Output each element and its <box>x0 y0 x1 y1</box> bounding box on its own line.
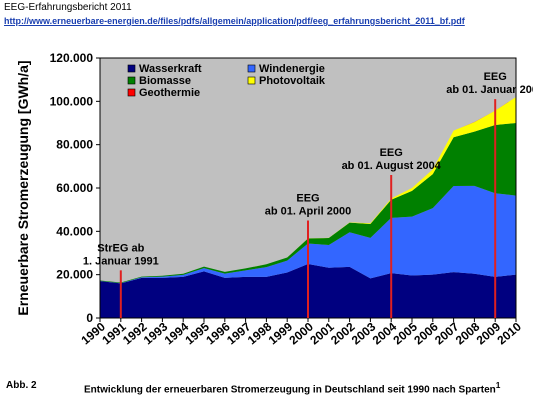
chart: 0 20.000 40.000 60.000 80.000 100.000 120.000 1… <box>15 51 533 347</box>
y-tick-label: 60.000 <box>56 181 93 195</box>
event-label: ab 01. August 2004 <box>342 160 442 172</box>
figure-caption: Entwicklung der erneuerbaren Stromerzeug… <box>84 380 524 395</box>
legend-swatch <box>127 88 136 97</box>
caption-text: Entwicklung der erneuerbaren Stromerzeug… <box>84 384 496 396</box>
y-tick-label: 100.000 <box>50 94 94 108</box>
event-label: 1. Januar 1991 <box>83 255 159 267</box>
event-label: EEG <box>296 193 319 205</box>
y-tick-label: 20.000 <box>56 268 93 282</box>
event-label: ab 01. Januar 2009 <box>446 84 533 96</box>
legend-swatch <box>127 64 136 73</box>
legend-label: Geothermie <box>139 87 200 99</box>
area <box>100 123 516 284</box>
figure-label: Abb. 2 <box>6 380 37 391</box>
y-tick-label: 80.000 <box>56 138 93 152</box>
event-label: EEG <box>484 71 507 83</box>
legend-label: Biomasse <box>139 75 191 87</box>
y-axis-title: Erneuerbare Stromerzeugung [GWh/a] <box>15 60 31 315</box>
doc-title: EEG-Erfahrungsbericht 2011 <box>4 2 132 13</box>
event-label: ab 01. April 2000 <box>265 206 351 218</box>
legend-label: Windenergie <box>259 63 325 75</box>
event-label: StrEG ab <box>97 242 144 254</box>
y-tick-label: 0 <box>86 311 93 325</box>
footnote-mark: 1 <box>495 380 501 390</box>
source-url[interactable]: http://www.erneuerbare-energien.de/files… <box>4 16 465 26</box>
legend-swatch <box>247 76 256 85</box>
area <box>100 185 516 284</box>
event-label: EEG <box>380 147 403 159</box>
y-tick-label: 120.000 <box>50 51 94 65</box>
legend-label: Wasserkraft <box>139 63 202 75</box>
x-tick-label: 2010 <box>494 319 524 347</box>
legend-label: Photovoltaik <box>259 75 326 87</box>
y-tick-label: 40.000 <box>56 224 93 238</box>
legend-swatch <box>247 64 256 73</box>
legend-swatch <box>127 76 136 85</box>
